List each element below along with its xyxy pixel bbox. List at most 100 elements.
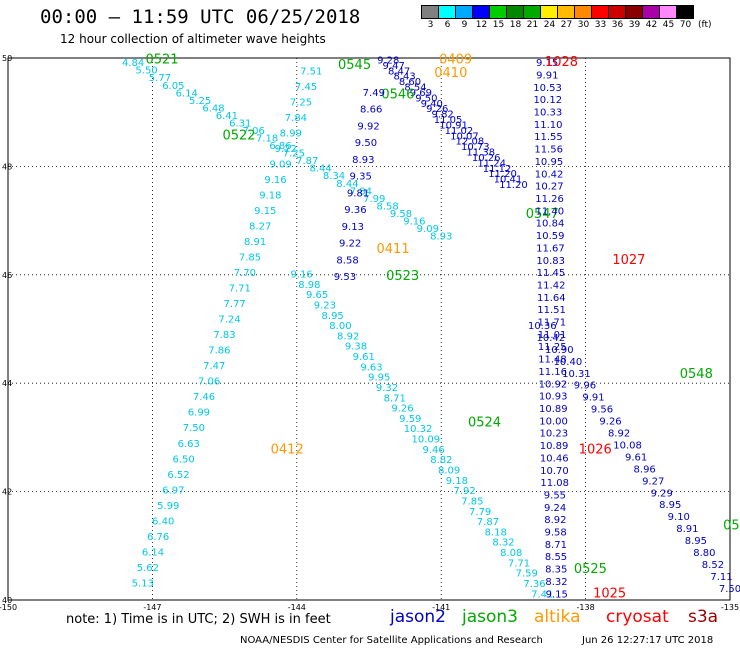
wave-height-value: 8.96 <box>634 464 656 475</box>
color-scale-label: 15 <box>492 20 505 30</box>
satellite-legend-entry: altika <box>534 607 581 627</box>
wave-height-value: 8.43 <box>393 72 415 83</box>
latitude-tick-label: 50 <box>2 54 12 63</box>
wave-height-value: 6.05 <box>162 81 184 92</box>
wave-height-value: 9.50 <box>415 93 437 104</box>
pass-time-label: 0523 <box>386 269 419 284</box>
wave-height-value: 8.27 <box>249 221 271 232</box>
wave-height-value: 6.76 <box>147 532 169 543</box>
wave-height-value: 10.40 <box>554 357 583 368</box>
color-scale-label: 33 <box>594 20 607 30</box>
wave-height-value: 8.98 <box>298 280 320 291</box>
pass-time-label: 0409 <box>439 52 472 67</box>
color-scale-bar <box>421 5 694 19</box>
wave-height-value: 9.59 <box>399 414 421 425</box>
wave-height-value: 9.38 <box>345 342 367 353</box>
wave-height-value: 7.77 <box>224 299 246 310</box>
wave-height-value: 9.69 <box>410 88 432 99</box>
wave-height-value: 8.18 <box>485 527 507 538</box>
wave-height-value: 7.85 <box>239 253 261 264</box>
wave-height-value: 7.92 <box>454 486 476 497</box>
wave-height-value: 5.13 <box>132 578 154 589</box>
wave-height-value: 6.14 <box>176 88 198 99</box>
wave-height-value: 11.08 <box>540 478 569 489</box>
wave-height-value: 7.84 <box>350 186 372 197</box>
wave-height-value: 8.93 <box>430 232 452 243</box>
wave-height-value: 11.25 <box>538 342 567 353</box>
wave-height-value: 9.53 <box>334 272 356 283</box>
wave-height-value: 7.87 <box>477 517 499 528</box>
wave-height-value: 9.61 <box>625 452 647 463</box>
wave-height-value: 10.42 <box>535 169 564 180</box>
wave-height-value: 9.26 <box>391 404 413 415</box>
wave-height-value: 7.47 <box>203 361 225 372</box>
wave-height-value: 7.06 <box>243 126 265 137</box>
wave-height-value: 9.29 <box>651 488 673 499</box>
wave-height-value: 8.80 <box>693 548 715 559</box>
wave-height-value: 10.89 <box>539 404 568 415</box>
wave-height-value: 9.47 <box>383 61 405 72</box>
wave-height-value: 7.06 <box>198 377 220 388</box>
color-scale-label: 9 <box>461 20 468 30</box>
wave-height-value: 10.12 <box>533 95 562 106</box>
wave-height-value: 9.26 <box>599 417 621 428</box>
wave-height-value: 10.07 <box>450 131 479 142</box>
wave-height-value: 9.09 <box>269 159 291 170</box>
pass-time-label: 0546 <box>381 88 414 103</box>
wave-height-value: 10.31 <box>562 369 591 380</box>
wave-height-value: 7.18 <box>256 134 278 145</box>
wave-height-value: 9.92 <box>357 121 379 132</box>
wave-height-value: 7.50 <box>183 423 205 434</box>
wave-height-value: 5.50 <box>135 66 157 77</box>
wave-height-value: 10.36 <box>528 321 557 332</box>
pass-time-label: 0521 <box>145 52 178 67</box>
wave-height-value: 7.59 <box>516 569 538 580</box>
wave-height-value: 10.42 <box>536 333 565 344</box>
wave-height-value: 11.20 <box>488 169 517 180</box>
wave-height-value: 5.25 <box>189 96 211 107</box>
longitude-tick-label: -147 <box>143 603 161 612</box>
wave-height-value: 7.99 <box>363 194 385 205</box>
wave-height-value: 9.50 <box>355 138 377 149</box>
wave-height-value: 9.36 <box>344 205 366 216</box>
satellite-legend-entry: s3a <box>688 607 719 627</box>
wave-height-value: 10.73 <box>461 142 490 153</box>
wave-height-value: 11.55 <box>534 132 563 143</box>
wave-height-value: 9.32 <box>376 383 398 394</box>
wave-height-value: 7.71 <box>508 558 530 569</box>
wave-height-value: 10.32 <box>404 424 433 435</box>
color-scale-label: 12 <box>475 20 488 30</box>
wave-height-value: 9.95 <box>368 373 390 384</box>
color-scale-label: 36 <box>611 20 624 30</box>
color-scale-label: 18 <box>509 20 522 30</box>
wave-height-value: 6.52 <box>167 470 189 481</box>
wave-height-value: 10.89 <box>540 441 569 452</box>
wave-height-value: 9.18 <box>259 190 281 201</box>
wave-height-value: 10.09 <box>412 435 441 446</box>
color-scale-labels: 3 6 9 12 15 18 21 24 27 30 33 36 39 42 45 70 (ft) <box>422 20 712 30</box>
color-scale-label: 21 <box>526 20 539 30</box>
wave-height-value: 8.71 <box>384 393 406 404</box>
pass-time-label: 1025 <box>593 586 626 601</box>
generated-timestamp: Jun 26 12:27:17 UTC 2018 <box>582 635 714 646</box>
color-scale-unit: (ft) <box>698 20 712 30</box>
wave-height-value: 8.44 <box>310 164 332 175</box>
wave-height-value: 9.61 <box>353 352 375 363</box>
wave-height-value: 7.36 <box>523 579 545 590</box>
wave-height-value: 8.99 <box>280 128 302 139</box>
latitude-tick-label: 42 <box>2 488 12 497</box>
wave-height-value: 10.83 <box>536 256 565 267</box>
color-scale-swatch <box>676 5 694 19</box>
color-scale-label: 27 <box>560 20 573 30</box>
wave-height-value: 9.16 <box>403 216 425 227</box>
wave-height-value: 11.02 <box>445 126 474 137</box>
wave-height-value: 12.08 <box>456 137 485 148</box>
wave-height-value: 11.16 <box>538 367 567 378</box>
wave-height-value: 11.24 <box>477 158 506 169</box>
wave-height-value: 9.09 <box>417 224 439 235</box>
wave-height-value: 7.85 <box>461 496 483 507</box>
satellite-legend-entry: cryosat <box>606 607 669 627</box>
wave-height-value: 6.50 <box>172 454 194 465</box>
wave-height-value: 10.95 <box>535 157 564 168</box>
pass-time-label: 1026 <box>579 443 612 458</box>
